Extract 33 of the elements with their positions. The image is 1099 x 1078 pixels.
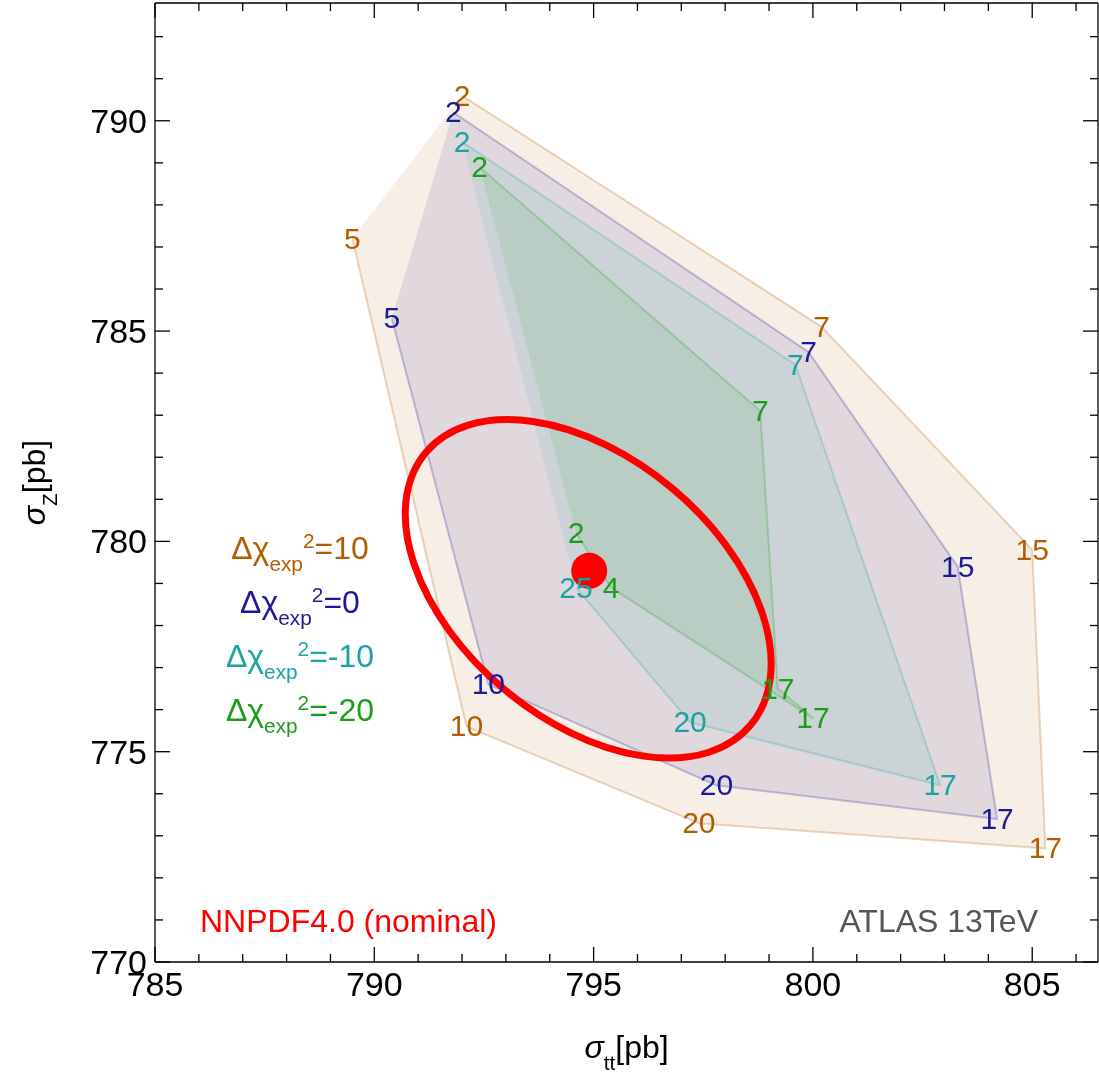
annotation: 2 bbox=[453, 124, 471, 158]
annotation: ATLAS 13TeV bbox=[839, 903, 1039, 939]
annotation: 2 bbox=[471, 150, 488, 184]
annotation: 25 bbox=[559, 570, 593, 604]
annotation: 7 bbox=[751, 394, 769, 427]
annotation: 15 bbox=[940, 549, 975, 583]
y-tick-label: 780 bbox=[90, 522, 147, 561]
y-tick-label: 785 bbox=[90, 312, 147, 351]
annotation: 5 bbox=[344, 221, 361, 255]
annotation: 10 bbox=[449, 709, 484, 743]
x-tick-label: 800 bbox=[784, 965, 842, 1003]
annotation: 17 bbox=[1028, 831, 1063, 865]
x-axis-title: σ$_{tt}$[pb] bbox=[584, 1029, 669, 1074]
text: Δχ$_{exp}$$^{2}$=-20 bbox=[225, 690, 375, 737]
y-tick-label: 790 bbox=[90, 101, 147, 140]
text: Δχ$_{exp}$$^{2}$=-10 bbox=[225, 636, 375, 683]
annotation: 20 bbox=[699, 768, 734, 802]
series-label: Δχ$_{exp}$$^{2}$=10 bbox=[231, 528, 369, 575]
text: NNPDF4.0 (nominal) bbox=[200, 903, 497, 939]
annotation: 17 bbox=[796, 701, 830, 735]
annotation: 5 bbox=[383, 301, 401, 335]
x-tick-label: 795 bbox=[565, 965, 622, 1003]
annotation: 20 bbox=[682, 806, 716, 840]
annotation: 15 bbox=[1015, 532, 1049, 566]
annotation: 20 bbox=[673, 705, 707, 739]
y-tick-label: 775 bbox=[90, 732, 147, 771]
x-tick-label: 805 bbox=[1003, 965, 1061, 1003]
annotation: 4 bbox=[602, 570, 620, 604]
annotation: 17 bbox=[980, 801, 1014, 835]
annotation: 17 bbox=[923, 768, 957, 802]
text: Δχ$_{exp}$$^{2}$=0 bbox=[240, 582, 360, 629]
annotation: 2 bbox=[567, 515, 585, 549]
x-tick-label: 790 bbox=[345, 965, 403, 1003]
